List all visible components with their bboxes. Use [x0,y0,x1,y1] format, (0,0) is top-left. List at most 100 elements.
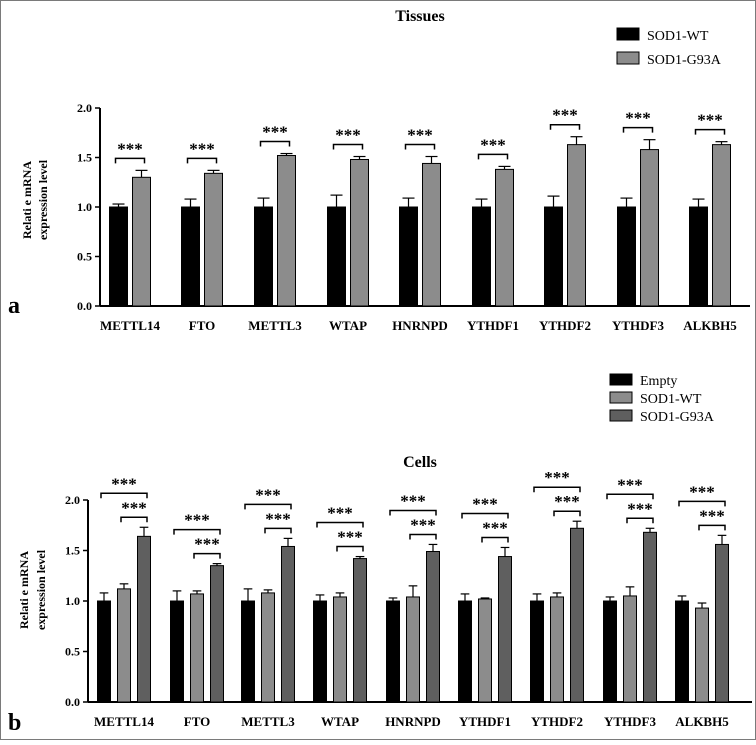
significance-bracket [173,528,221,535]
legend-label: SOD1-WT [640,392,702,407]
bar [712,144,731,307]
chart-title: Cells [403,454,437,471]
bar [386,600,400,703]
significance-bracket [678,500,726,507]
bar [204,172,223,307]
legend-swatch [616,51,640,65]
bar [426,551,440,703]
significance-label: *** [400,491,426,510]
panel-letter: a [8,293,20,319]
x-category-label: METTL3 [248,318,302,333]
significance-bracket [120,516,148,523]
y-tick-label: 0.5 [77,250,92,264]
bar [689,206,708,307]
y-tick-label: 1.5 [65,544,80,558]
panel-letter: b [8,710,21,736]
significance-bracket [100,492,148,499]
significance-label: *** [184,511,210,530]
significance-label: *** [407,126,433,145]
legend-label: SOD1-WT [647,29,709,44]
x-category-label: METTL14 [94,714,154,729]
significance-label: *** [410,515,436,534]
x-category-label: FTO [189,318,216,333]
bar [132,176,151,307]
legend-label: Empty [640,374,677,389]
y-tick-label: 1.0 [77,200,92,214]
significance-bracket [244,503,292,510]
x-category-label: HNRNPD [392,318,448,333]
legend-label: SOD1-G93A [640,410,715,425]
x-category-label: METTL14 [100,318,160,333]
x-category-label: YTHDF2 [531,714,583,729]
bar [353,558,367,703]
significance-label: *** [482,518,508,537]
bar [350,158,369,307]
bar [277,155,296,307]
bar [190,593,204,703]
bar [333,596,347,703]
bar [623,595,637,703]
significance-bracket [606,493,654,500]
significance-bracket [626,517,654,524]
bar [478,598,492,703]
significance-label: *** [255,485,281,504]
bar [675,600,689,703]
significance-label: *** [544,468,570,487]
significance-label: *** [265,509,291,528]
x-category-label: FTO [184,714,211,729]
bar [117,588,131,703]
bar [210,565,224,703]
legend-swatch [616,27,640,41]
y-tick-label: 0.0 [77,299,92,313]
significance-bracket [553,510,581,517]
bar [399,206,418,307]
significance-bracket [549,123,581,130]
bar [640,149,659,307]
significance-bracket [186,157,218,164]
significance-label: *** [480,135,506,154]
significance-label: *** [111,474,137,493]
significance-bracket [259,140,291,147]
x-category-label: YTHDF1 [459,714,511,729]
significance-bracket [622,126,654,133]
panel-a-tissues-chart: Tissues a Relati e mRNA expression level 0.0… [8,8,750,333]
significance-label: *** [689,482,715,501]
significance-label: *** [552,106,578,125]
y-tick-label: 1.0 [65,594,80,608]
x-category-label: ALKBH5 [683,318,737,333]
x-category-label: METTL3 [241,714,295,729]
significance-label: *** [335,126,361,145]
significance-label: *** [699,506,725,525]
x-category-label: WTAP [329,318,367,333]
significance-bracket [698,524,726,531]
y-tick-label: 0.0 [65,695,80,709]
bar [261,592,275,703]
y-axis-label-line-2: expression level [34,549,48,630]
significance-label: *** [189,139,215,158]
bar [109,206,128,307]
x-category-label: YTHDF2 [539,318,591,333]
legend-label: SOD1-G93A [647,53,722,68]
significance-label: *** [327,504,353,523]
significance-label: *** [554,492,580,511]
x-category-label: HNRNPD [385,714,441,729]
significance-label: *** [627,499,653,518]
bar [472,206,491,307]
bar [97,600,111,703]
significance-bracket [461,512,509,519]
bar [498,556,512,703]
significance-bracket [316,521,364,528]
significance-label: *** [262,123,288,142]
legend-swatch [609,373,633,386]
significance-bracket [404,143,436,150]
panel-b-cells-chart: Cells b Relati e mRNA expression level 0.0 0.… [8,373,752,736]
significance-bracket [264,527,292,534]
y-tick-label: 0.5 [65,645,80,659]
legend-swatch [609,409,633,422]
bar [422,162,441,307]
bar [327,206,346,307]
bar [495,168,514,307]
bar [170,600,184,703]
x-category-label: ALKBH5 [675,714,729,729]
